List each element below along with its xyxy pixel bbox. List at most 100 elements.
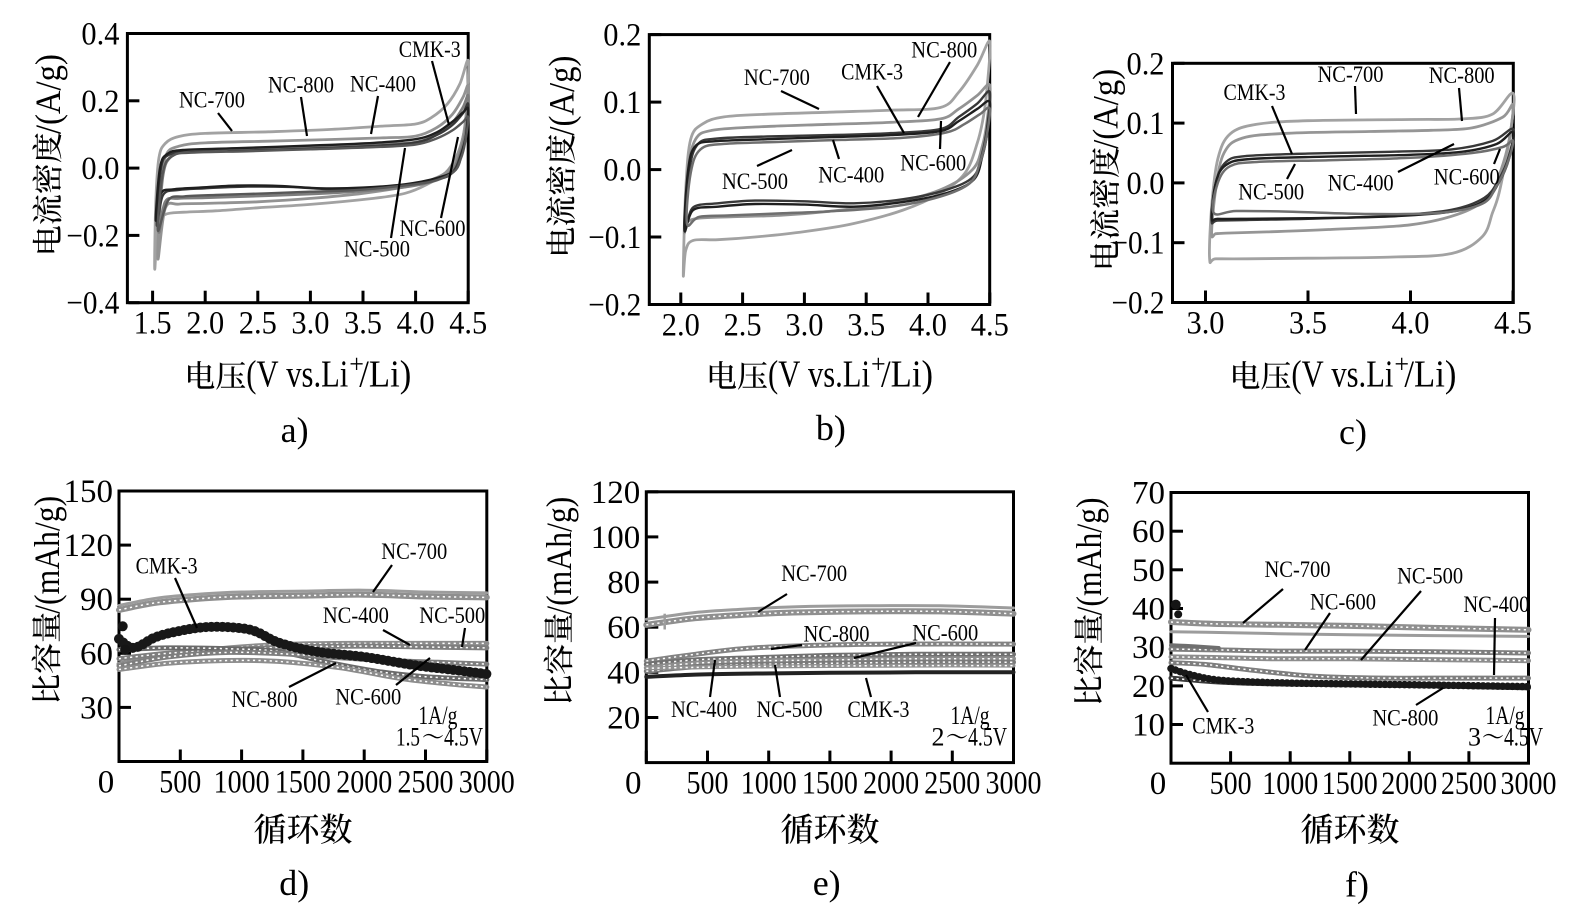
svg-text:1A/g: 1A/g	[418, 701, 457, 730]
svg-text:150: 150	[64, 474, 114, 510]
svg-text:0.1: 0.1	[1127, 106, 1165, 142]
svg-text:1000: 1000	[214, 765, 270, 801]
svg-text:CMK-3: CMK-3	[848, 697, 910, 722]
svg-text:/(mAh/g): /(mAh/g)	[1069, 497, 1109, 615]
svg-text:4.0: 4.0	[397, 306, 435, 342]
svg-text:e): e)	[813, 863, 841, 903]
svg-text:2: 2	[932, 723, 945, 752]
svg-text:20: 20	[1132, 669, 1165, 705]
svg-text:NC-700: NC-700	[744, 65, 810, 90]
svg-text:/(mAh/g): /(mAh/g)	[539, 497, 579, 615]
svg-text:CMK-3: CMK-3	[1224, 80, 1286, 105]
svg-text:0.0: 0.0	[603, 153, 641, 189]
svg-text:NC-500: NC-500	[1397, 564, 1463, 589]
svg-text:4.5V: 4.5V	[1504, 723, 1543, 752]
svg-text:NC-500: NC-500	[419, 603, 485, 628]
svg-text:4.5V: 4.5V	[968, 723, 1007, 752]
svg-text:NC-600: NC-600	[1310, 589, 1376, 614]
svg-text:NC-400: NC-400	[350, 71, 416, 96]
svg-text:NC-400: NC-400	[671, 697, 737, 722]
svg-text:NC-700: NC-700	[1318, 62, 1384, 87]
svg-text:10: 10	[1132, 708, 1165, 744]
svg-text:CMK-3: CMK-3	[841, 60, 903, 85]
svg-text:CMK-3: CMK-3	[136, 554, 198, 579]
svg-text:20: 20	[607, 701, 640, 737]
svg-text:NC-600: NC-600	[400, 216, 466, 241]
svg-text:NC-500: NC-500	[1238, 179, 1304, 204]
svg-text:60: 60	[607, 610, 640, 646]
svg-text:3000: 3000	[1501, 766, 1557, 802]
svg-text:1000: 1000	[741, 766, 797, 802]
svg-text:NC-400: NC-400	[1328, 170, 1394, 195]
svg-text:0.2: 0.2	[81, 84, 119, 120]
svg-text:0: 0	[1150, 766, 1167, 802]
svg-text:/Li): /Li)	[359, 354, 411, 396]
svg-text:0.0: 0.0	[1127, 166, 1165, 202]
svg-text:NC-700: NC-700	[1265, 557, 1331, 582]
svg-text:0.4: 0.4	[81, 17, 119, 53]
svg-text:3.5: 3.5	[344, 306, 382, 342]
svg-text:3.5: 3.5	[1289, 306, 1327, 342]
svg-text:2.5: 2.5	[239, 306, 277, 342]
svg-text:1A/g: 1A/g	[1486, 701, 1525, 730]
svg-text:NC-700: NC-700	[179, 87, 245, 112]
svg-text:/Li): /Li)	[1404, 354, 1456, 396]
svg-text:2.0: 2.0	[186, 306, 224, 342]
svg-text:NC-800: NC-800	[268, 72, 334, 97]
svg-text:0.1: 0.1	[603, 85, 641, 121]
svg-text:f): f)	[1345, 865, 1369, 905]
svg-text:30: 30	[80, 690, 113, 726]
svg-text:+: +	[349, 350, 364, 379]
svg-text:a): a)	[281, 410, 309, 450]
svg-text:4.5: 4.5	[449, 306, 487, 342]
svg-text:/(mAh/g): /(mAh/g)	[27, 496, 67, 614]
svg-text:3.0: 3.0	[291, 306, 329, 342]
svg-text:NC-600: NC-600	[900, 150, 966, 175]
svg-text:1000: 1000	[1262, 766, 1318, 802]
svg-text:3.5: 3.5	[847, 308, 885, 344]
svg-text:NC-700: NC-700	[381, 539, 447, 564]
svg-text:NC-600: NC-600	[1434, 164, 1500, 189]
svg-text:0.2: 0.2	[603, 18, 641, 54]
svg-text:80: 80	[607, 565, 640, 601]
svg-text:90: 90	[80, 582, 113, 618]
svg-text:−0.1: −0.1	[588, 220, 641, 256]
svg-text:/(A/g): /(A/g)	[1086, 69, 1126, 149]
svg-text:70: 70	[1132, 476, 1165, 512]
svg-text:CMK-3: CMK-3	[399, 37, 461, 62]
svg-text:2000: 2000	[863, 766, 919, 802]
svg-text:120: 120	[64, 528, 114, 564]
svg-text:NC-800: NC-800	[1429, 63, 1495, 88]
svg-text:2000: 2000	[1381, 766, 1437, 802]
svg-text:NC-800: NC-800	[1372, 706, 1438, 731]
svg-text:2500: 2500	[1441, 766, 1497, 802]
svg-text:1A/g: 1A/g	[951, 701, 990, 730]
svg-text:4.5: 4.5	[1494, 306, 1532, 342]
svg-text:−0.1: −0.1	[1112, 226, 1165, 262]
svg-text:/Li): /Li)	[881, 354, 933, 396]
svg-text:(V vs.Li: (V vs.Li	[768, 354, 870, 396]
svg-text:c): c)	[1339, 412, 1367, 452]
svg-text:1500: 1500	[1322, 766, 1378, 802]
svg-text:1500: 1500	[275, 765, 331, 801]
svg-text:40: 40	[607, 655, 640, 691]
svg-text:1.5: 1.5	[396, 723, 420, 752]
svg-text:CMK-3: CMK-3	[1192, 714, 1254, 739]
svg-text:NC-600: NC-600	[335, 685, 401, 710]
svg-text:/(A/g): /(A/g)	[28, 54, 68, 134]
svg-text:+: +	[1394, 350, 1409, 379]
svg-text:500: 500	[687, 766, 729, 802]
svg-text:NC-500: NC-500	[344, 236, 410, 261]
svg-text:NC-500: NC-500	[722, 169, 788, 194]
svg-text:2.0: 2.0	[662, 308, 700, 344]
svg-text:0: 0	[625, 766, 642, 802]
svg-text:NC-800: NC-800	[232, 687, 298, 712]
svg-text:(V vs.Li: (V vs.Li	[246, 354, 348, 396]
svg-text:−0.2: −0.2	[66, 218, 119, 254]
svg-text:−0.4: −0.4	[66, 286, 119, 322]
svg-text:NC-600: NC-600	[912, 620, 978, 645]
svg-text:−0.2: −0.2	[1112, 286, 1165, 322]
svg-text:3: 3	[1468, 723, 1481, 752]
svg-text:b): b)	[816, 408, 846, 448]
svg-text:0.0: 0.0	[81, 151, 119, 187]
